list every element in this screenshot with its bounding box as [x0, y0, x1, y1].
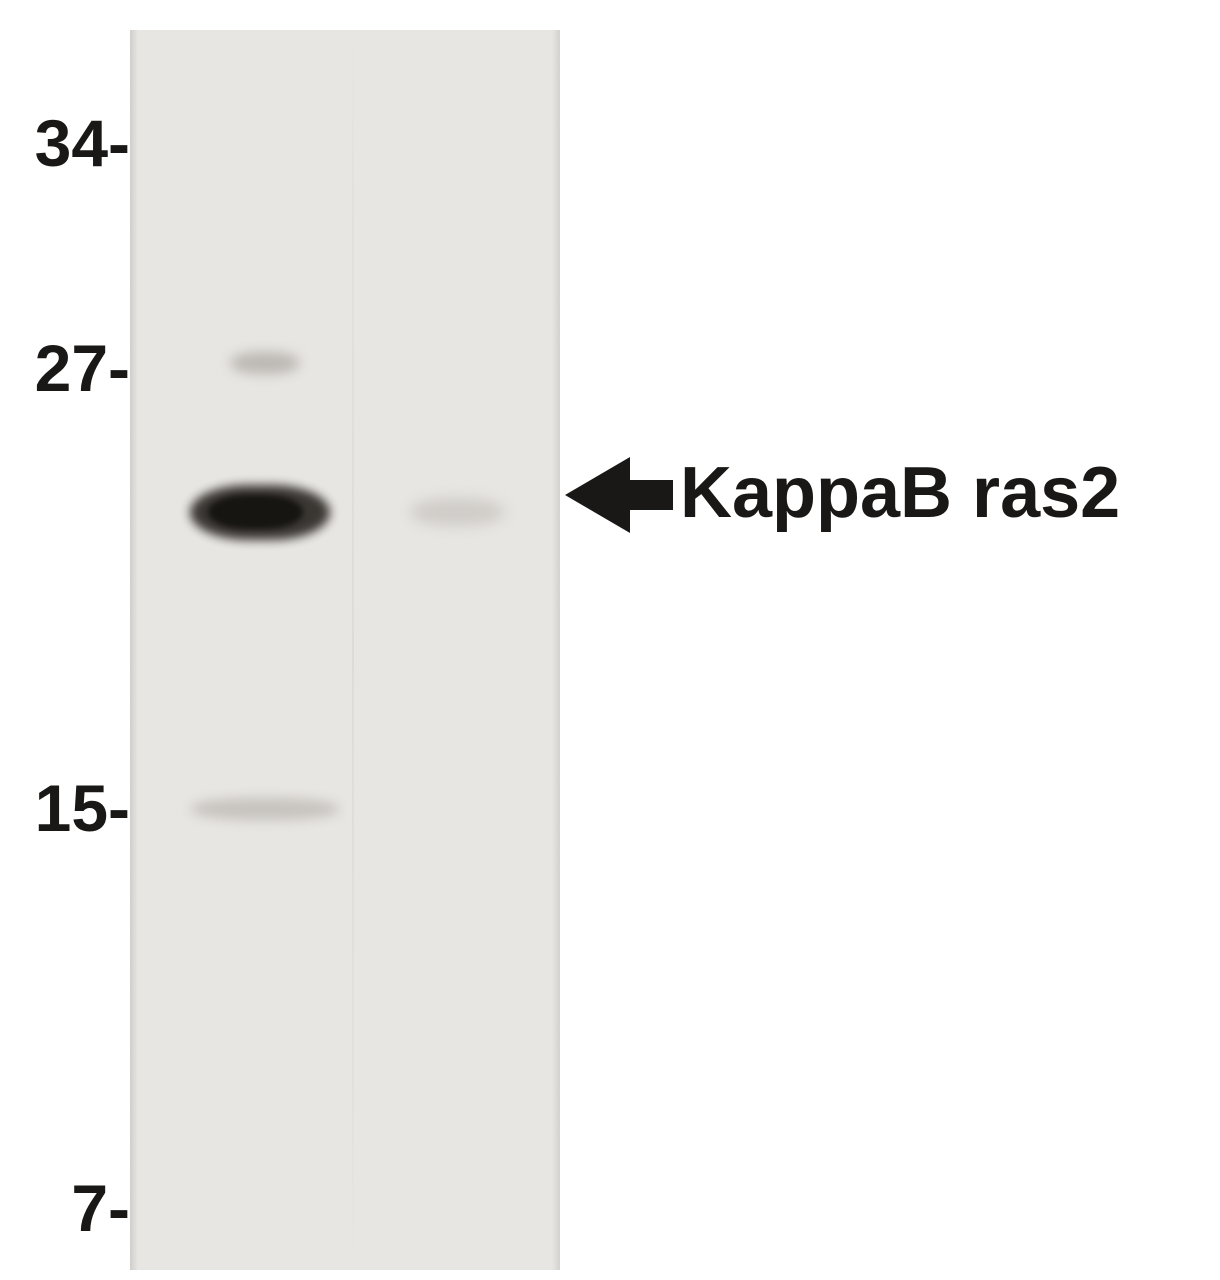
mw-marker-27: 27-: [0, 330, 130, 406]
band-lane-b-faint: [410, 498, 505, 526]
lane-divider: [352, 30, 354, 1270]
mw-marker-15: 15-: [0, 770, 130, 846]
membrane-edge-right: [552, 30, 560, 1270]
membrane-noise: [130, 30, 560, 1270]
blot-membrane: [130, 30, 560, 1270]
arrow-icon: [565, 455, 675, 535]
band-label: KappaB ras2: [680, 452, 1120, 534]
band-lane-a-15: [190, 798, 340, 820]
band-lane-a-main-core: [208, 495, 303, 529]
membrane-background: [130, 30, 560, 1270]
membrane-edge-left: [130, 30, 138, 1270]
mw-marker-34: 34-: [0, 105, 130, 181]
band-lane-a-27: [230, 352, 300, 374]
mw-marker-7: 7-: [0, 1170, 130, 1246]
